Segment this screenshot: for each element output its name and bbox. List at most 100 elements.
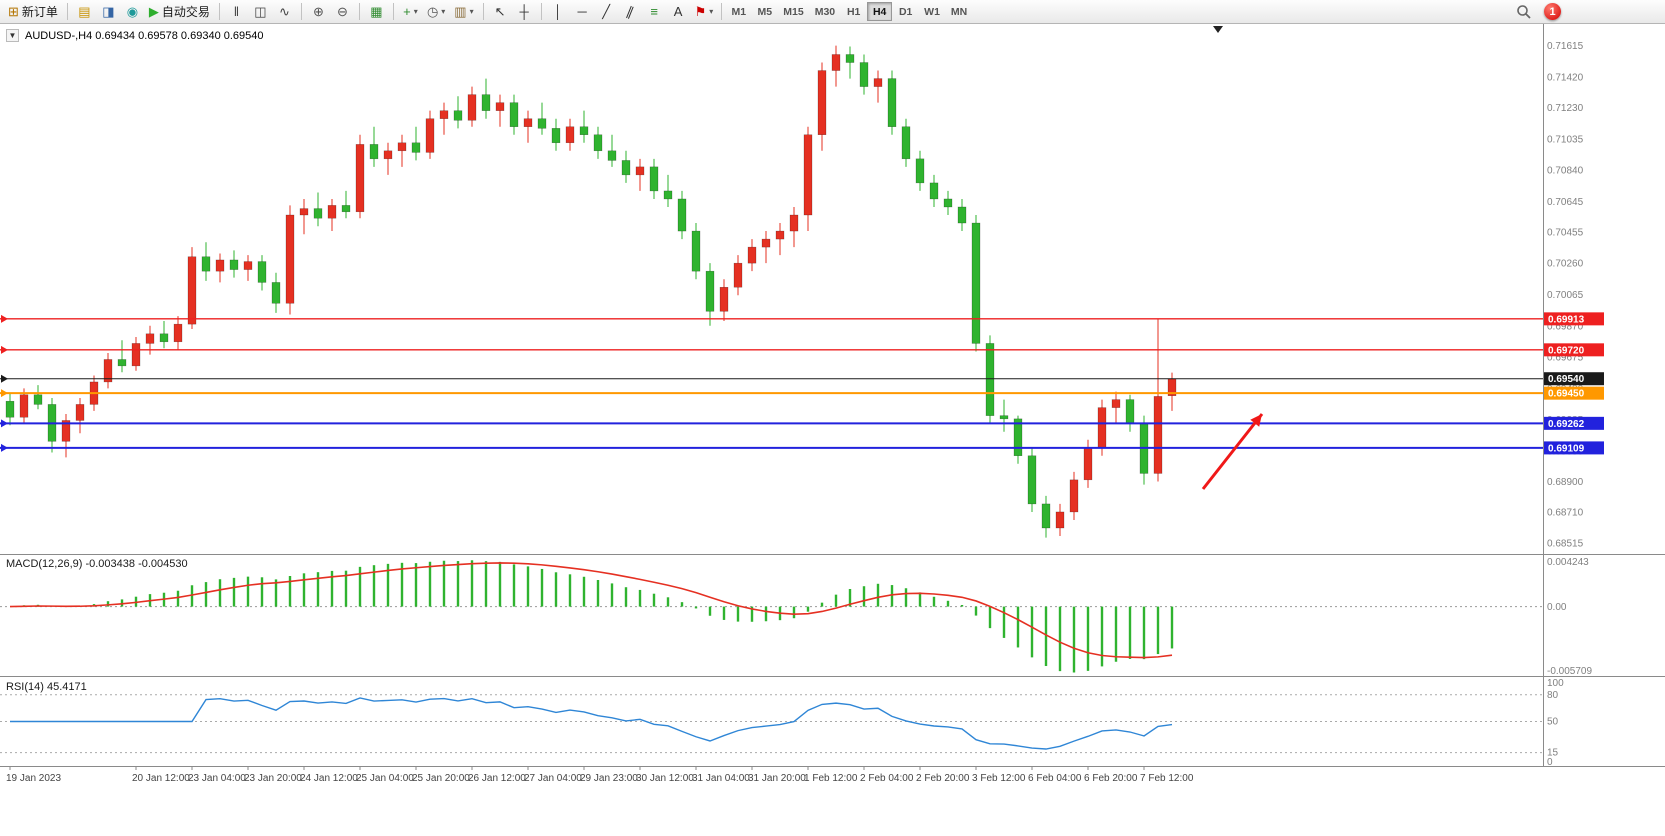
- data-window-button[interactable]: ◨: [97, 1, 120, 22]
- hline-start-marker: [1, 374, 8, 383]
- market-watch-button[interactable]: ▤: [73, 1, 96, 22]
- hline-start-marker: [1, 389, 8, 398]
- auto-trading-icon: ▶: [148, 4, 159, 19]
- hline-start-marker: [1, 443, 8, 452]
- chart-shift-marker[interactable]: [1213, 26, 1223, 33]
- price-chart-canvas[interactable]: 0.71615 0.71420 0.71230 0.71035 0.70840 0.706…: [0, 24, 1665, 788]
- text-button[interactable]: A: [667, 1, 690, 22]
- svg-text:23 Jan 04:00: 23 Jan 04:00: [188, 773, 246, 784]
- channel-button[interactable]: ∥: [619, 1, 642, 22]
- price-tag-0.69913: 0.69913: [1544, 312, 1604, 326]
- toolbar-separator: [540, 3, 542, 20]
- vertical-line-button[interactable]: │: [547, 1, 570, 22]
- line-chart-button[interactable]: ∿: [273, 1, 296, 22]
- svg-text:6 Feb 20:00: 6 Feb 20:00: [1084, 773, 1138, 784]
- price-tag-0.69720: 0.69720: [1544, 343, 1604, 357]
- toolbar-separator: [66, 3, 68, 20]
- toolbar-button-groups: ⊞ 新订单 ▤ ◨ ◉ ▶ 自动交易 ‖ ◫ ∿ ⊕ ⊖ ▦ + ▾ ◷ ▾ ▥ ▾ ↖ ┼ │ ─ ╱ ∥ ≡ A ⚑ ▾: [4, 1, 717, 22]
- crosshair-button[interactable]: ┼: [513, 1, 536, 22]
- navigator-icon: ◉: [126, 4, 139, 19]
- new-order-button[interactable]: ⊞ 新订单: [4, 1, 62, 22]
- cursor-button[interactable]: ↖: [489, 1, 512, 22]
- auto-trading-button-label: 自动交易: [161, 5, 210, 19]
- vertical-line-icon: │: [554, 4, 563, 19]
- timeframe-h4-button[interactable]: H4: [867, 2, 893, 21]
- chart-collapse-icon[interactable]: ▼: [6, 29, 19, 42]
- svg-text:0.69450: 0.69450: [1548, 389, 1585, 400]
- svg-text:0.70455: 0.70455: [1547, 227, 1584, 238]
- hlines-layer: 0.69913 0.69720 0.69540 0.69450 0.69262 0.691…: [0, 312, 1604, 455]
- trendline-button[interactable]: ╱: [595, 1, 618, 22]
- templates-icon: ▥: [454, 4, 467, 19]
- svg-text:0.68515: 0.68515: [1547, 539, 1584, 550]
- macd-pane: 0.004243 0.00 -0.005709: [0, 557, 1592, 677]
- timeframe-d1-button[interactable]: D1: [898, 5, 913, 18]
- timeframe-toolbar: M1 M5 M15 M30 H1 H4 D1 W1 MN: [726, 2, 972, 21]
- search-icon[interactable]: [1516, 4, 1532, 20]
- templates-button[interactable]: ▥ ▾: [450, 1, 477, 22]
- svg-text:3 Feb 12:00: 3 Feb 12:00: [972, 773, 1026, 784]
- zoom-in-button[interactable]: ⊕: [307, 1, 330, 22]
- auto-trading-button[interactable]: ▶ 自动交易: [145, 1, 214, 22]
- timeframe-m1-button[interactable]: M1: [731, 5, 747, 18]
- svg-text:0.004243: 0.004243: [1547, 557, 1589, 568]
- market-watch-icon: ▤: [78, 4, 91, 19]
- periods-button[interactable]: ◷ ▾: [423, 1, 449, 22]
- svg-text:2 Feb 04:00: 2 Feb 04:00: [860, 773, 914, 784]
- svg-text:0.69720: 0.69720: [1548, 345, 1585, 356]
- horizontal-line-icon: ─: [577, 4, 587, 19]
- navigator-button[interactable]: ◉: [121, 1, 144, 22]
- toolbar-separator: [218, 3, 220, 20]
- svg-text:30 Jan 12:00: 30 Jan 12:00: [636, 773, 694, 784]
- zoom-out-button[interactable]: ⊖: [331, 1, 354, 22]
- svg-text:0.71420: 0.71420: [1547, 72, 1584, 83]
- svg-text:27 Jan 04:00: 27 Jan 04:00: [524, 773, 582, 784]
- arrows-button[interactable]: ⚑ ▾: [691, 1, 718, 22]
- svg-text:7 Feb 12:00: 7 Feb 12:00: [1140, 773, 1194, 784]
- arrows-tool-icon: ⚑: [694, 4, 707, 19]
- price-axis: 0.71615 0.71420 0.71230 0.71035 0.70840 0.706…: [1547, 41, 1584, 550]
- dropdown-caret-icon: ▾: [413, 7, 418, 16]
- notification-badge[interactable]: 1: [1544, 3, 1561, 20]
- trend-arrow-annotation[interactable]: [1201, 413, 1264, 490]
- equidistant-channel-icon: ∥: [624, 3, 636, 20]
- chart-title: AUDUSD-,H4 0.69434 0.69578 0.69340 0.695…: [25, 29, 264, 42]
- svg-text:0.00: 0.00: [1547, 602, 1567, 613]
- timeframe-m5-button[interactable]: M5: [757, 5, 773, 18]
- tile-windows-button[interactable]: ▦: [365, 1, 388, 22]
- rsi-indicator-label: RSI(14) 45.4171: [6, 681, 87, 693]
- candlestick-chart-button[interactable]: ◫: [249, 1, 272, 22]
- timeframe-m15-button[interactable]: M15: [783, 5, 804, 18]
- svg-text:26 Jan 12:00: 26 Jan 12:00: [468, 773, 526, 784]
- svg-text:0.70260: 0.70260: [1547, 259, 1584, 270]
- hline-start-marker: [1, 314, 8, 323]
- text-tool-icon: A: [673, 4, 683, 19]
- toolbar-separator: [300, 3, 302, 20]
- ohlc-bars-icon: ‖: [233, 4, 240, 19]
- timeframe-m30-button[interactable]: M30: [814, 5, 836, 18]
- svg-text:0.70645: 0.70645: [1547, 197, 1584, 208]
- indicators-button[interactable]: + ▾: [399, 1, 422, 22]
- new-order-icon: ⊞: [8, 4, 19, 19]
- new-order-button-label: 新订单: [21, 5, 58, 19]
- dropdown-caret-icon: ▾: [469, 7, 474, 16]
- toolbar-separator: [482, 3, 484, 20]
- svg-text:0.71035: 0.71035: [1547, 134, 1584, 145]
- timeframe-mn-button[interactable]: MN: [950, 5, 968, 18]
- svg-text:25 Jan 20:00: 25 Jan 20:00: [412, 773, 470, 784]
- hline-start-marker: [1, 419, 8, 428]
- svg-text:0.71230: 0.71230: [1547, 103, 1584, 114]
- tile-windows-icon: ▦: [370, 4, 383, 19]
- chart-title-bar: ▼ AUDUSD-,H4 0.69434 0.69578 0.69340 0.6…: [6, 29, 264, 42]
- svg-text:0.69870: 0.69870: [1547, 321, 1584, 332]
- svg-text:0.69540: 0.69540: [1548, 374, 1585, 385]
- fibonacci-button[interactable]: ≡: [643, 1, 666, 22]
- svg-text:0.70065: 0.70065: [1547, 290, 1584, 301]
- timeframe-h1-button[interactable]: H1: [846, 5, 861, 18]
- timeframe-w1-button[interactable]: W1: [924, 5, 940, 18]
- bar-chart-button[interactable]: ‖: [225, 1, 248, 22]
- horizontal-line-button[interactable]: ─: [571, 1, 594, 22]
- crosshair-icon: ┼: [519, 4, 529, 19]
